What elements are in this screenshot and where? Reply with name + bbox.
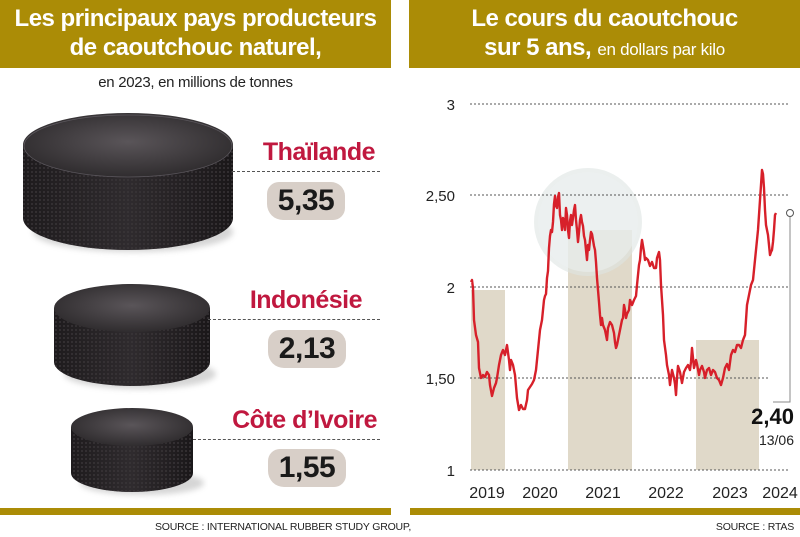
annotation-bracket (773, 213, 791, 403)
right-title-banner: Le cours du caoutchouc sur 5 ans, en dol… (409, 0, 800, 68)
left-bottom-rule (0, 508, 391, 515)
leader-line-indonesia (208, 319, 380, 320)
y-tick-1: 1 (447, 463, 455, 480)
country-label-cote-divoire: Côte d’Ivoire (232, 406, 377, 434)
right-title-line1: Le cours du caoutchouc (471, 5, 738, 32)
band-2019 (471, 290, 505, 470)
last-date: 13/06 (759, 432, 794, 448)
left-title-banner: Les principaux pays producteurs de caout… (0, 0, 391, 68)
y-tick-2-50: 2,50 (426, 188, 455, 205)
y-tick-3: 3 (447, 97, 455, 114)
price-line (469, 168, 778, 412)
x-tick-2024: 2024 (762, 485, 798, 502)
value-badge-indonesia: 2,13 (268, 330, 346, 368)
y-tick-1-50: 1,50 (426, 371, 455, 388)
x-tick-2020: 2020 (522, 485, 558, 502)
end-point-marker (786, 209, 794, 217)
puck-icon-cote-divoire (71, 408, 204, 495)
x-tick-2021: 2021 (585, 485, 621, 502)
country-label-thailand: Thaïlande (262, 138, 376, 166)
x-tick-2019: 2019 (469, 485, 505, 502)
left-title-line2: de caoutchouc naturel, (69, 34, 322, 61)
right-bottom-rule (410, 508, 800, 515)
x-tick-2023: 2023 (712, 485, 748, 502)
value-badge-cote-divoire: 1,55 (268, 449, 346, 487)
value-badge-thailand: 5,35 (267, 182, 345, 220)
left-source: SOURCE : INTERNATIONAL RUBBER STUDY GROU… (155, 521, 412, 533)
right-source: SOURCE : RTAS (715, 521, 794, 533)
leader-line-thailand (232, 171, 380, 172)
price-line-chart: 3 2,50 2 1,50 1 2,40 13/06 2019 2020 202… (426, 97, 798, 502)
right-title-unit: en dollars par kilo (597, 40, 725, 59)
gridlines (470, 103, 790, 471)
puck-icon-thailand (23, 113, 233, 252)
y-tick-2: 2 (447, 280, 455, 297)
left-title-line1: Les principaux pays producteurs (14, 5, 377, 32)
last-value: 2,40 (751, 404, 794, 429)
right-title-bold: sur 5 ans, (484, 34, 592, 61)
x-tick-2022: 2022 (648, 485, 684, 502)
left-subtitle: en 2023, en millions de tonnes (98, 74, 293, 91)
country-label-indonesia: Indonésie (249, 286, 363, 314)
band-2023 (696, 340, 759, 470)
puck-icon-indonesia (54, 284, 216, 389)
leader-line-cote-divoire (193, 439, 380, 440)
